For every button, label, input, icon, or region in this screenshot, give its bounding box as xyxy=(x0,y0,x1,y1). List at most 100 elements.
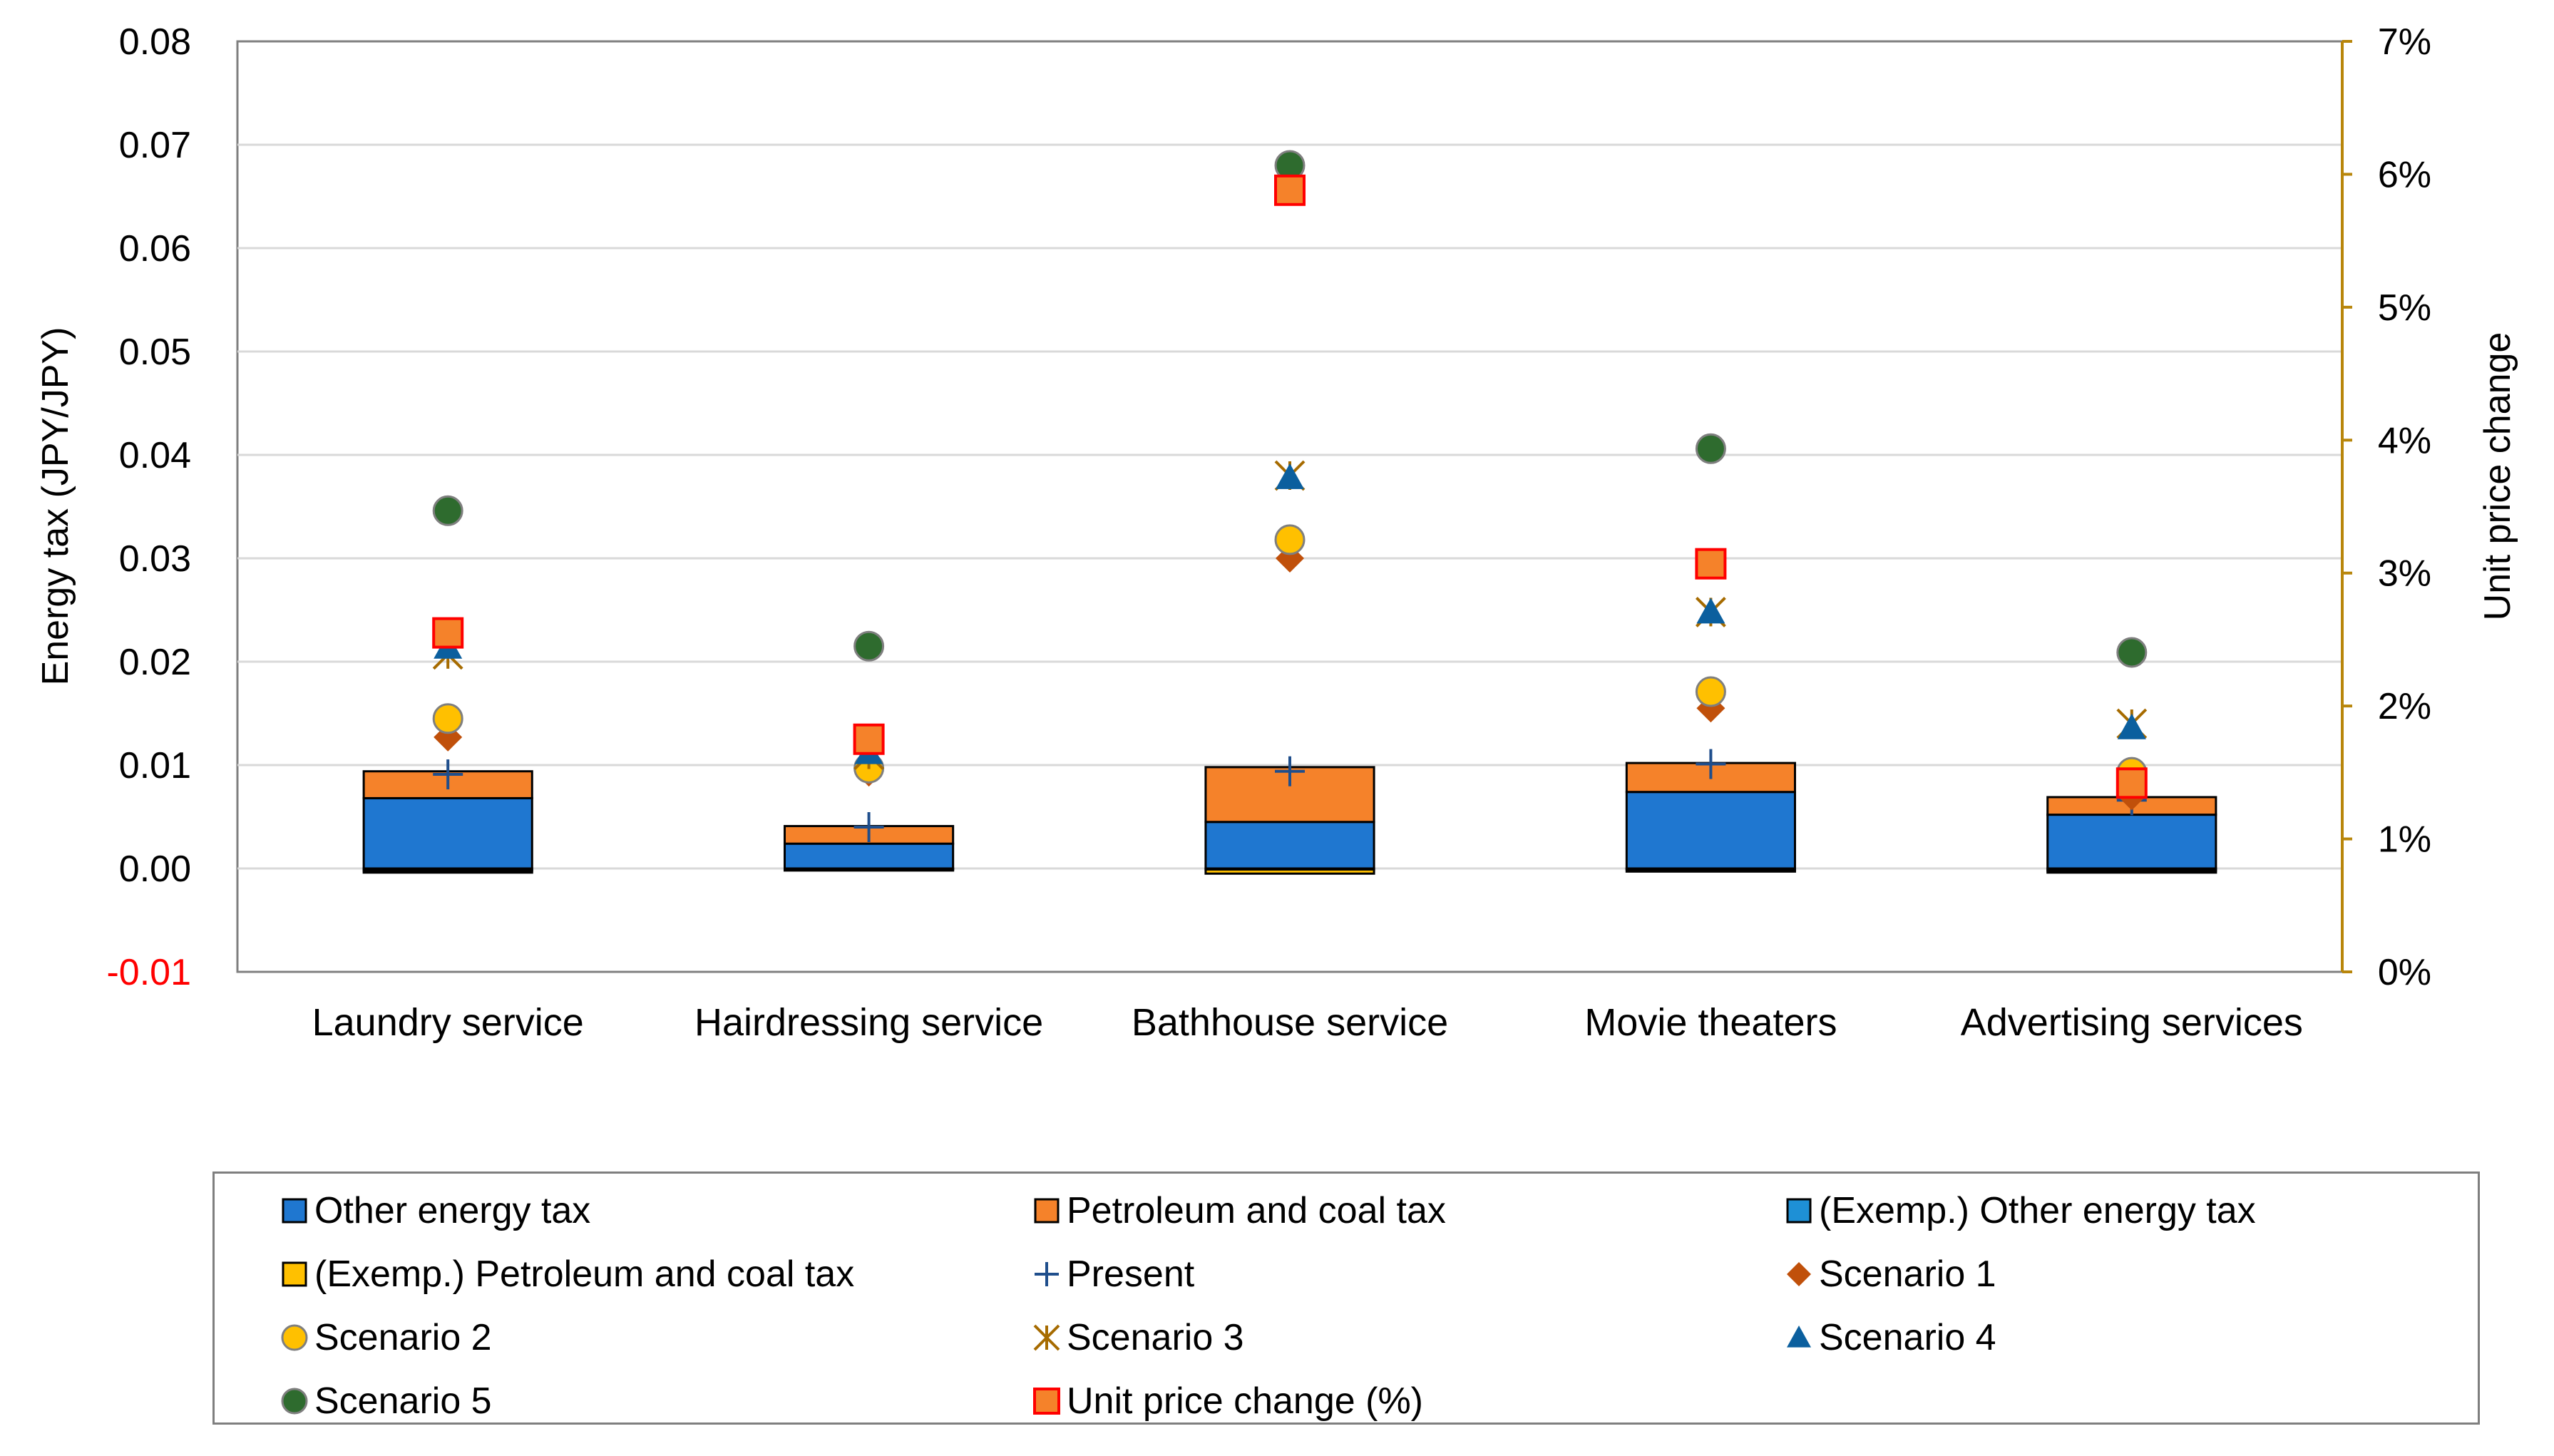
legend-label: Petroleum and coal tax xyxy=(1067,1190,1446,1231)
left-tick-label: 0.03 xyxy=(119,538,191,580)
bar-segment xyxy=(2046,814,2217,870)
bar-segment xyxy=(2046,869,2217,874)
legend-item: Scenario 1 xyxy=(1783,1246,1996,1303)
legend-label: (Exemp.) Petroleum and coal tax xyxy=(314,1254,855,1295)
bar-segment xyxy=(1625,868,1796,873)
legend-swatch-svg xyxy=(1034,1198,1060,1224)
right-tick-label: 1% xyxy=(2378,819,2431,861)
data-point xyxy=(853,812,884,842)
legend-swatch-svg xyxy=(1033,1324,1060,1351)
legend-swatch xyxy=(279,1385,310,1417)
data-point-shape xyxy=(2117,713,2146,739)
data-point-shape xyxy=(1696,598,1725,624)
data-point xyxy=(2116,637,2148,668)
legend-label: Present xyxy=(1067,1254,1195,1295)
bar-segment xyxy=(1204,868,1375,875)
data-point-shape xyxy=(2116,637,2148,668)
legend-item: (Exemp.) Petroleum and coal tax xyxy=(279,1246,854,1303)
bar-segment xyxy=(1204,821,1375,870)
legend-item: Scenario 3 xyxy=(1031,1309,1244,1366)
right-tick-label: 0% xyxy=(2378,952,2431,993)
legend-marker-shape xyxy=(281,1324,308,1351)
legend-swatch-svg xyxy=(1035,1262,1059,1286)
data-point xyxy=(853,630,885,662)
legend-swatch xyxy=(1783,1322,1815,1353)
data-point xyxy=(2117,713,2146,739)
left-tick-label: 0.07 xyxy=(119,125,191,166)
legend-marker xyxy=(1033,1324,1060,1351)
legend-swatch xyxy=(279,1322,310,1353)
data-point xyxy=(1696,749,1726,779)
legend-swatch-svg xyxy=(1787,1262,1811,1286)
points-layer xyxy=(432,150,2148,842)
legend-marker-shape xyxy=(281,1388,308,1415)
legend-label: (Exemp.) Other energy tax xyxy=(1819,1190,2256,1231)
legend-item: Petroleum and coal tax xyxy=(1031,1182,1446,1239)
left-axis-ticks: 0.08 0.07 0.06 0.05 0.04 0.03 0.02 0.01 0.00 -0.0… xyxy=(106,21,191,993)
legend-swatch-svg xyxy=(281,1388,308,1415)
bar-segment xyxy=(362,796,533,870)
legend-swatch-svg xyxy=(1787,1326,1811,1348)
data-point xyxy=(853,723,885,755)
legend-item: (Exemp.) Other energy tax xyxy=(1783,1182,2256,1239)
legend-swatch-svg xyxy=(1786,1198,1812,1224)
legend-marker-shape xyxy=(1787,1262,1811,1286)
data-point xyxy=(1695,676,1726,707)
legend-swatch xyxy=(1031,1258,1062,1290)
legend-swatch xyxy=(1783,1258,1815,1290)
data-point-shape xyxy=(853,723,885,755)
data-point xyxy=(1274,524,1306,555)
legend-marker xyxy=(281,1324,308,1351)
legend-swatch xyxy=(1031,1322,1062,1353)
bar-segment xyxy=(362,869,533,874)
right-tick-label: 4% xyxy=(2378,420,2431,461)
legend-marker xyxy=(281,1388,308,1415)
legend-marker xyxy=(1033,1388,1060,1415)
legend-item: Scenario 4 xyxy=(1783,1309,1996,1366)
bars-layer xyxy=(362,762,2217,875)
legend-bar-swatch xyxy=(1034,1198,1060,1224)
left-axis-label: Energy tax (JPY/JPY) xyxy=(35,327,76,686)
data-point xyxy=(432,703,463,734)
data-point xyxy=(1276,463,1304,489)
left-tick-label: 0.02 xyxy=(119,642,191,683)
data-point xyxy=(432,495,463,526)
left-tick-label: -0.01 xyxy=(106,952,191,993)
data-point-shape xyxy=(432,617,464,649)
right-tick-label: 5% xyxy=(2378,287,2431,329)
left-tick-label: 0.00 xyxy=(119,849,191,890)
legend-item: Present xyxy=(1031,1246,1194,1303)
legend-swatch-svg xyxy=(282,1261,307,1287)
legend-label: Scenario 1 xyxy=(1819,1254,1996,1295)
legend-swatch xyxy=(1783,1195,1815,1226)
bar-segment xyxy=(1625,791,1796,870)
right-tick-label: 3% xyxy=(2378,553,2431,595)
legend-item: Scenario 5 xyxy=(279,1373,492,1430)
legend-swatch xyxy=(1031,1195,1062,1226)
data-point-shape xyxy=(1274,524,1306,555)
category-label: Laundry service xyxy=(312,1001,584,1044)
legend-swatch-svg xyxy=(281,1324,308,1351)
right-axis-ticks: 7% 6% 5% 4% 3% 2% 1% 0% xyxy=(2342,21,2431,993)
legend-marker-shape xyxy=(1033,1388,1060,1415)
data-point xyxy=(2115,767,2148,799)
legend-label: Other energy tax xyxy=(314,1190,591,1231)
category-label: Advertising services xyxy=(1961,1001,2303,1044)
category-label: Bathhouse service xyxy=(1132,1001,1448,1044)
data-point xyxy=(1695,548,1727,580)
legend-bar-swatch xyxy=(282,1261,307,1287)
bar-segment xyxy=(784,868,955,872)
left-tick-label: 0.04 xyxy=(119,435,191,476)
category-label: Hairdressing service xyxy=(694,1001,1043,1044)
legend-bar-swatch xyxy=(282,1198,307,1224)
data-point-shape xyxy=(1695,433,1726,464)
legend-swatch-svg xyxy=(1033,1388,1060,1415)
data-point-shape xyxy=(1695,676,1726,707)
left-tick-label: 0.06 xyxy=(119,228,191,270)
legend-marker xyxy=(1787,1326,1811,1348)
left-tick-label: 0.08 xyxy=(119,21,191,63)
legend-marker xyxy=(1787,1262,1811,1286)
legend-item: Scenario 2 xyxy=(279,1309,492,1366)
right-tick-label: 7% xyxy=(2378,21,2431,63)
